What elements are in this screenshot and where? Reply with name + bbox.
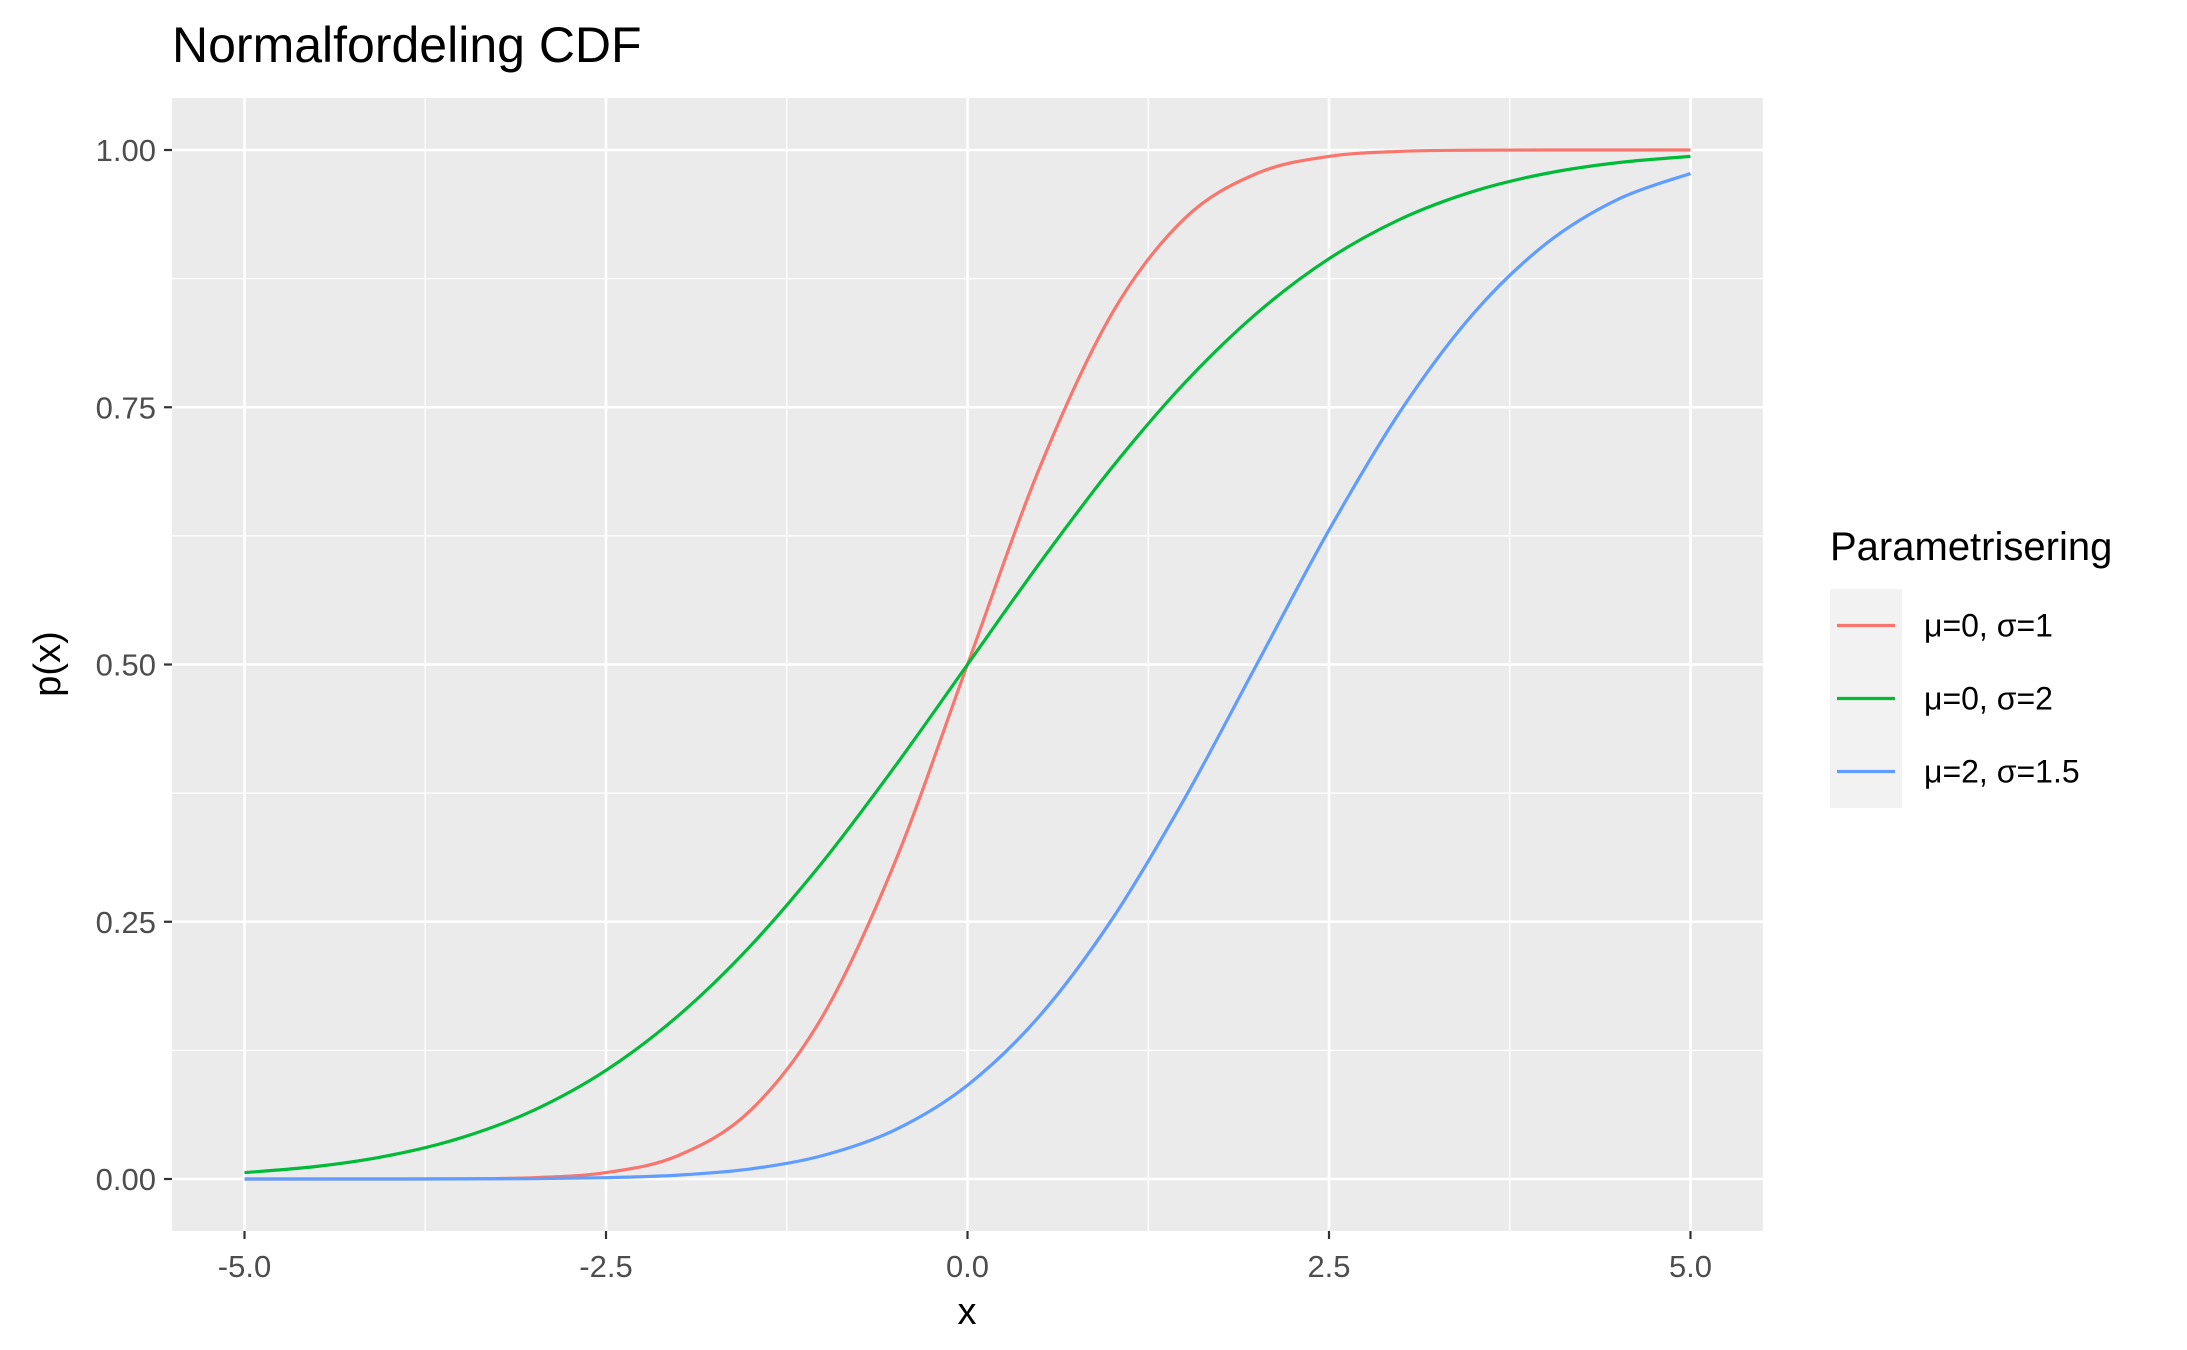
legend-title: Parametrisering (1830, 525, 2112, 569)
y-tick-label: 0.50 (96, 648, 156, 683)
y-tick-label: 0.00 (96, 1162, 156, 1197)
series-line-2 (244, 154, 1691, 1175)
x-axis: -5.0 -2.5 0.0 2.5 5.0 (218, 1231, 1712, 1284)
series-line-3 (244, 171, 1692, 1181)
y-tick-label: 0.25 (96, 905, 156, 940)
chart-title: Normalfordeling CDF (172, 17, 642, 73)
x-tick-label: 0.0 (946, 1249, 989, 1284)
x-tick-label: 2.5 (1307, 1249, 1350, 1284)
legend-label-3: μ=2, σ=1.5 (1924, 754, 2080, 790)
legend-label-2: μ=0, σ=2 (1924, 681, 2053, 717)
x-tick-label: -2.5 (579, 1249, 632, 1284)
series-lines (244, 148, 1692, 1181)
y-axis: 0.00 0.25 0.50 0.75 1.00 (96, 133, 172, 1197)
legend-label-1: μ=0, σ=1 (1924, 608, 2053, 644)
x-axis-title: x (958, 1291, 977, 1333)
x-tick-label: -5.0 (218, 1249, 271, 1284)
y-tick-label: 0.75 (96, 390, 156, 425)
legend: Parametrisering μ=0, σ=1 μ=0, σ=2 μ=2, σ=1… (1830, 525, 2112, 808)
y-axis-title: p(x) (27, 631, 69, 696)
x-tick-label: 5.0 (1669, 1249, 1712, 1284)
y-tick-label: 1.00 (96, 133, 156, 168)
